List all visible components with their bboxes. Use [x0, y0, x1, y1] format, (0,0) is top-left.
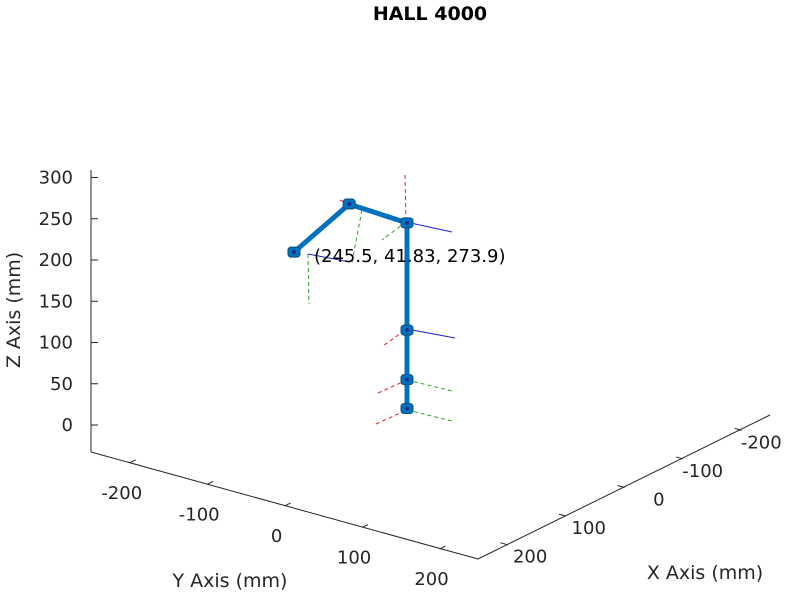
y-tick-label: 200: [414, 569, 448, 590]
x-tick-mark: [500, 542, 508, 546]
joint-marker-center: [405, 328, 409, 333]
x-tick-mark: [734, 427, 742, 431]
frame-x-axis-end-effector: [307, 253, 351, 263]
x-tick-label: 0: [653, 490, 664, 511]
series-line: [292, 201, 410, 409]
data-tip-annotation: (245.5, 41.83, 273.9): [314, 246, 506, 267]
y-tick-mark: [206, 480, 214, 485]
x-tick-label: -200: [741, 432, 782, 453]
frame-y-axis-joint-5: [351, 209, 363, 263]
chart-title: HALL 4000: [373, 3, 487, 25]
y-tick-mark: [284, 502, 291, 507]
frame-x-axis-joint-2: [377, 379, 408, 394]
joint-marker-center: [347, 202, 352, 207]
y-tick-mark: [129, 459, 136, 464]
z-tick-label: 150: [39, 291, 73, 312]
joint-marker-center: [291, 250, 296, 255]
x-axis-label: X Axis (mm): [647, 562, 763, 584]
z-tick-label: 200: [39, 250, 73, 271]
frame-z-axis-joint-4: [404, 174, 407, 223]
frame-z-axis-joint-3: [406, 328, 456, 339]
y-ticks: -200 -100 0 100 200: [101, 459, 449, 590]
frame-y-axis-joint-2: [406, 379, 453, 392]
y-tick-label: -200: [101, 483, 142, 504]
frame-y-axis-joint-1: [406, 409, 453, 422]
joint-marker-center: [405, 377, 409, 382]
z-tick-label: 100: [39, 333, 73, 354]
x-tick-mark: [675, 456, 684, 460]
z-tick-label: 300: [39, 168, 73, 189]
x-ticks: 200 100 0 -100 -200: [500, 427, 782, 568]
axis-lines: [90, 170, 771, 560]
y-tick-label: 100: [337, 547, 371, 568]
frame-x-axis-joint-4: [405, 221, 453, 233]
series-layer: [287, 198, 414, 414]
x-tick-mark: [558, 513, 567, 517]
x-tick-mark: [617, 485, 625, 488]
frame-y-axis-joint-4: [381, 221, 407, 241]
x-tick-label: -100: [682, 461, 723, 482]
y-axis-label: Y Axis (mm): [172, 570, 288, 592]
joint-marker-center: [405, 220, 409, 225]
joint-marker-center: [405, 406, 409, 411]
z-tick-label: 0: [62, 415, 73, 436]
z-axis-label: Z Axis (mm): [3, 252, 25, 368]
x-tick-label: 200: [513, 547, 547, 568]
z-tick-label: 50: [50, 374, 73, 395]
y-tick-mark: [361, 524, 369, 528]
z-ticks: 0 50 100 150 200 250 300: [39, 168, 98, 436]
y-tick-label: -100: [179, 504, 220, 525]
frame-y-axis-end-effector: [307, 253, 310, 305]
x-tick-label: 100: [572, 518, 606, 539]
y-tick-label: 0: [271, 526, 282, 547]
z-tick-label: 250: [39, 209, 73, 230]
y-tick-mark: [439, 545, 446, 550]
